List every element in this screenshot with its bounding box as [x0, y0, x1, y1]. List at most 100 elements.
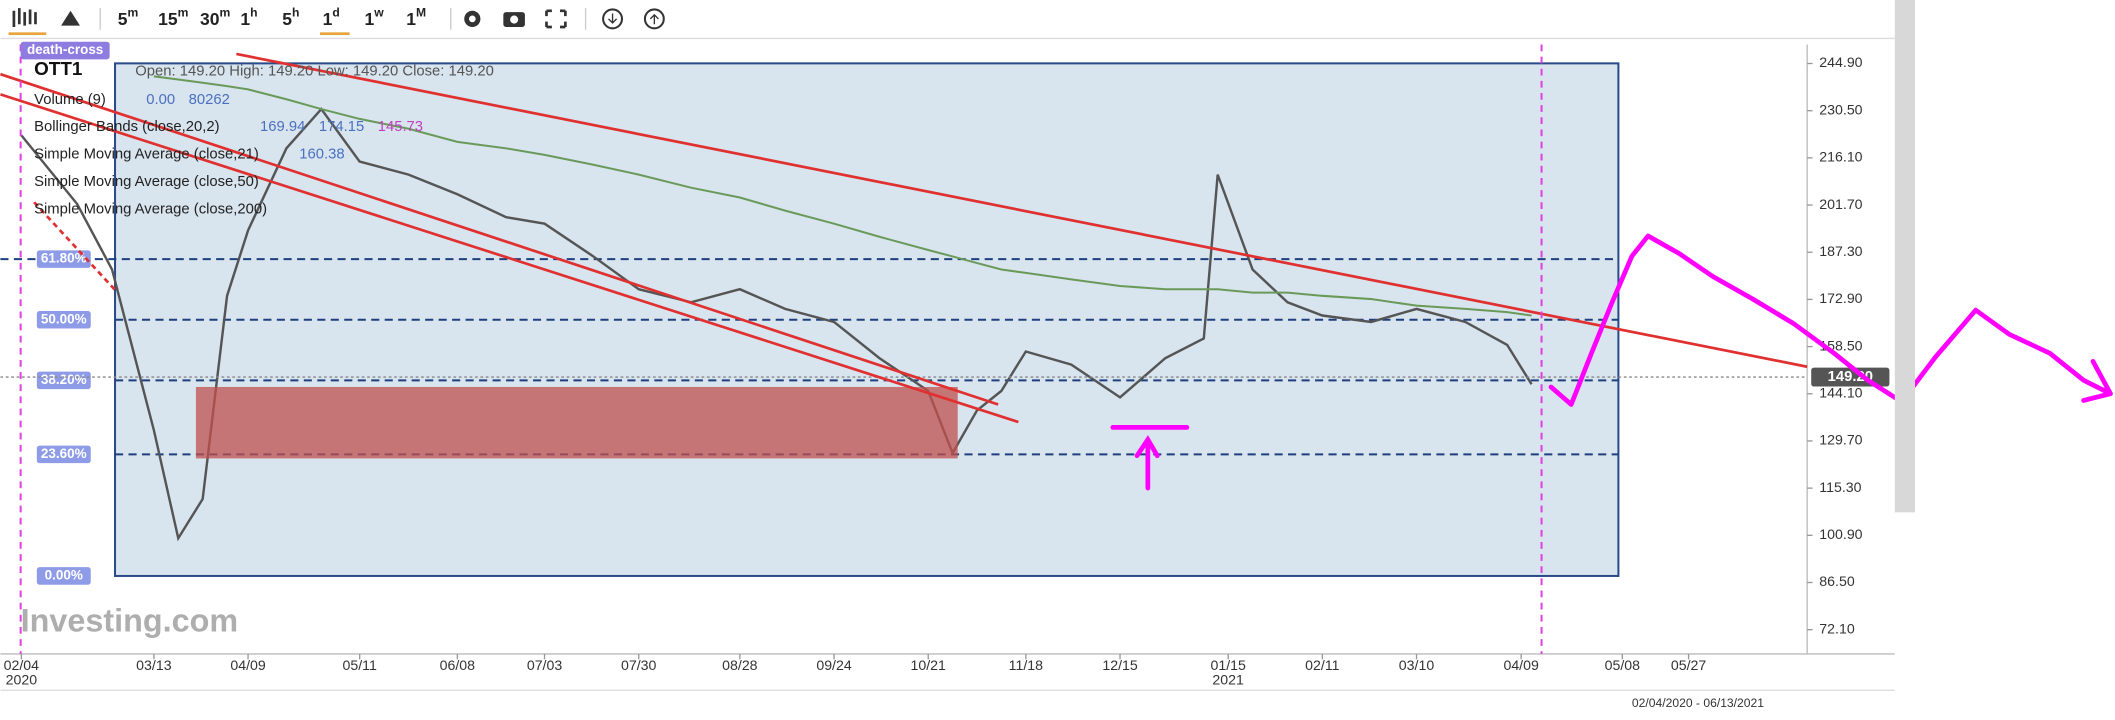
fib-label-box	[36, 445, 91, 464]
interval-button[interactable]: 1h	[240, 6, 257, 29]
trend-line	[236, 52, 1808, 369]
x-tick-label: 03/13	[136, 657, 172, 673]
interval-button[interactable]: 1M	[406, 6, 426, 29]
indicator-reading: 80262	[189, 92, 230, 108]
x-tick-label: 08/28	[722, 657, 758, 673]
scrollbar[interactable]	[1894, 0, 1916, 513]
tag-box	[20, 41, 110, 60]
y-tick-label: 86.50	[1819, 573, 1855, 589]
ohlc-readout: Open: 149.20 High: 149.20 Low: 149.20 Cl…	[135, 63, 494, 79]
gear-hole	[468, 15, 476, 23]
y-tick-label: 230.50	[1819, 101, 1862, 117]
y-tick-label: 129.70	[1819, 432, 1862, 448]
interval-label: 1M	[406, 6, 426, 29]
interval-number: 1	[364, 9, 374, 29]
x-tick-label: 06/08	[440, 657, 476, 673]
indicator-name: Simple Moving Average (close,50)	[34, 174, 259, 190]
x-tick-label: 11/18	[1009, 657, 1043, 673]
screenshot-button[interactable]	[503, 12, 525, 27]
interval-unit: m	[178, 6, 189, 20]
candle-type-button[interactable]	[8, 8, 47, 36]
interval-number: 1	[240, 9, 250, 29]
interval-number: 30	[200, 9, 220, 29]
x-tick-label: 04/09	[230, 657, 266, 673]
interval-unit: m	[219, 6, 230, 20]
interval-unit: M	[416, 6, 426, 20]
x-tick-label: 05/08	[1605, 657, 1641, 673]
interval-label: 30m	[200, 6, 230, 29]
interval-label: 15m	[158, 6, 188, 29]
area-icon[interactable]	[61, 10, 80, 26]
indicator-name: Volume (9)	[34, 92, 106, 108]
y-tick-label: 115.30	[1819, 479, 1861, 495]
legend-overlay: death-cross OTT1 Open: 149.20 High: 149.…	[20, 41, 1764, 710]
x-tick-label: 05/11	[343, 657, 377, 673]
indicator-reading: 160.38	[299, 146, 344, 162]
download-button[interactable]	[602, 8, 624, 30]
fib-label-box	[36, 567, 91, 585]
x-tick-label: 09/24	[816, 657, 852, 673]
active-underline	[8, 32, 47, 36]
x-tick-label: 03/10	[1399, 657, 1435, 673]
interval-button[interactable]: 1w	[364, 6, 384, 29]
range-label: 02/04/2020 - 06/13/2021	[1632, 696, 1764, 710]
indicator-reading: 0.00	[146, 92, 175, 108]
interval-unit: d	[332, 6, 339, 20]
interval-button[interactable]: 15m	[158, 6, 188, 29]
indicator-name: Bollinger Bands (close,20,2)	[34, 119, 220, 135]
interval-label: 1w	[364, 6, 384, 29]
upload-arrow	[649, 13, 659, 25]
indicator-name: Simple Moving Average (close,200)	[34, 201, 267, 217]
interval-label: 1d	[323, 6, 340, 29]
interval-button[interactable]: 5h	[282, 6, 299, 29]
fullscreen-button[interactable]	[545, 9, 567, 29]
download-arrow	[608, 13, 618, 24]
x-tick-label: 02/11	[1305, 657, 1339, 673]
indicator-reading: 174.15	[319, 119, 364, 135]
indicator-reading: 145.73	[378, 119, 423, 135]
interval-number: 1	[323, 9, 333, 29]
drawings	[0, 44, 2113, 654]
trend-line	[0, 72, 999, 406]
interval-button[interactable]: 1d	[323, 6, 340, 29]
upload-button[interactable]	[643, 8, 665, 30]
settings-button[interactable]	[464, 10, 481, 27]
interval-label: 1h	[240, 6, 257, 29]
fib-label-box	[36, 371, 91, 390]
candle-icon	[12, 8, 37, 27]
indicator-legend: Volume (9) 0.00 80262	[34, 92, 230, 108]
fib-label-box	[36, 250, 91, 268]
camera-lens	[510, 15, 519, 24]
trend-line	[0, 93, 1019, 424]
trend-line	[33, 201, 117, 291]
y-tick-label: 216.10	[1819, 149, 1862, 165]
indicator-legend: Simple Moving Average (close,50)	[34, 174, 259, 190]
y-tick-label: 244.90	[1819, 54, 1862, 70]
y-tick-label: 144.10	[1819, 385, 1862, 401]
x-tick-label: 05/27	[1671, 657, 1707, 673]
fib-label: 23.60%	[41, 446, 87, 461]
interval-number: 5	[118, 9, 128, 29]
fib-label-box	[36, 310, 91, 329]
interval-number: 5	[282, 9, 292, 29]
indicator-name: Simple Moving Average (close,21)	[34, 146, 259, 162]
interval-label: 5m	[118, 6, 139, 29]
interval-button[interactable]: 30m	[200, 6, 230, 29]
interval-unit: h	[250, 6, 257, 20]
tag-label: death-cross	[27, 42, 103, 57]
y-tick-label: 172.90	[1819, 290, 1862, 306]
fib-label: 50.00%	[41, 311, 87, 326]
fib-box	[114, 62, 1620, 577]
interval-label: 5h	[282, 6, 299, 29]
interval-unit: w	[373, 6, 384, 20]
interval-unit: m	[127, 6, 138, 20]
support-mark	[1110, 425, 1190, 491]
series-line	[153, 75, 1532, 317]
y-tick-label: 187.30	[1819, 243, 1862, 259]
fib-label: 38.20%	[41, 372, 87, 387]
watermark: Investing.com	[21, 602, 238, 638]
highlight-zone	[195, 386, 958, 459]
interval-button[interactable]: 5m	[118, 6, 139, 29]
plot-area: 0.00% 23.60% 38.20% 50.00% 61.80% 72.10 86.50 1…	[0, 44, 1895, 692]
x-tick-label: 01/15	[1210, 657, 1246, 673]
